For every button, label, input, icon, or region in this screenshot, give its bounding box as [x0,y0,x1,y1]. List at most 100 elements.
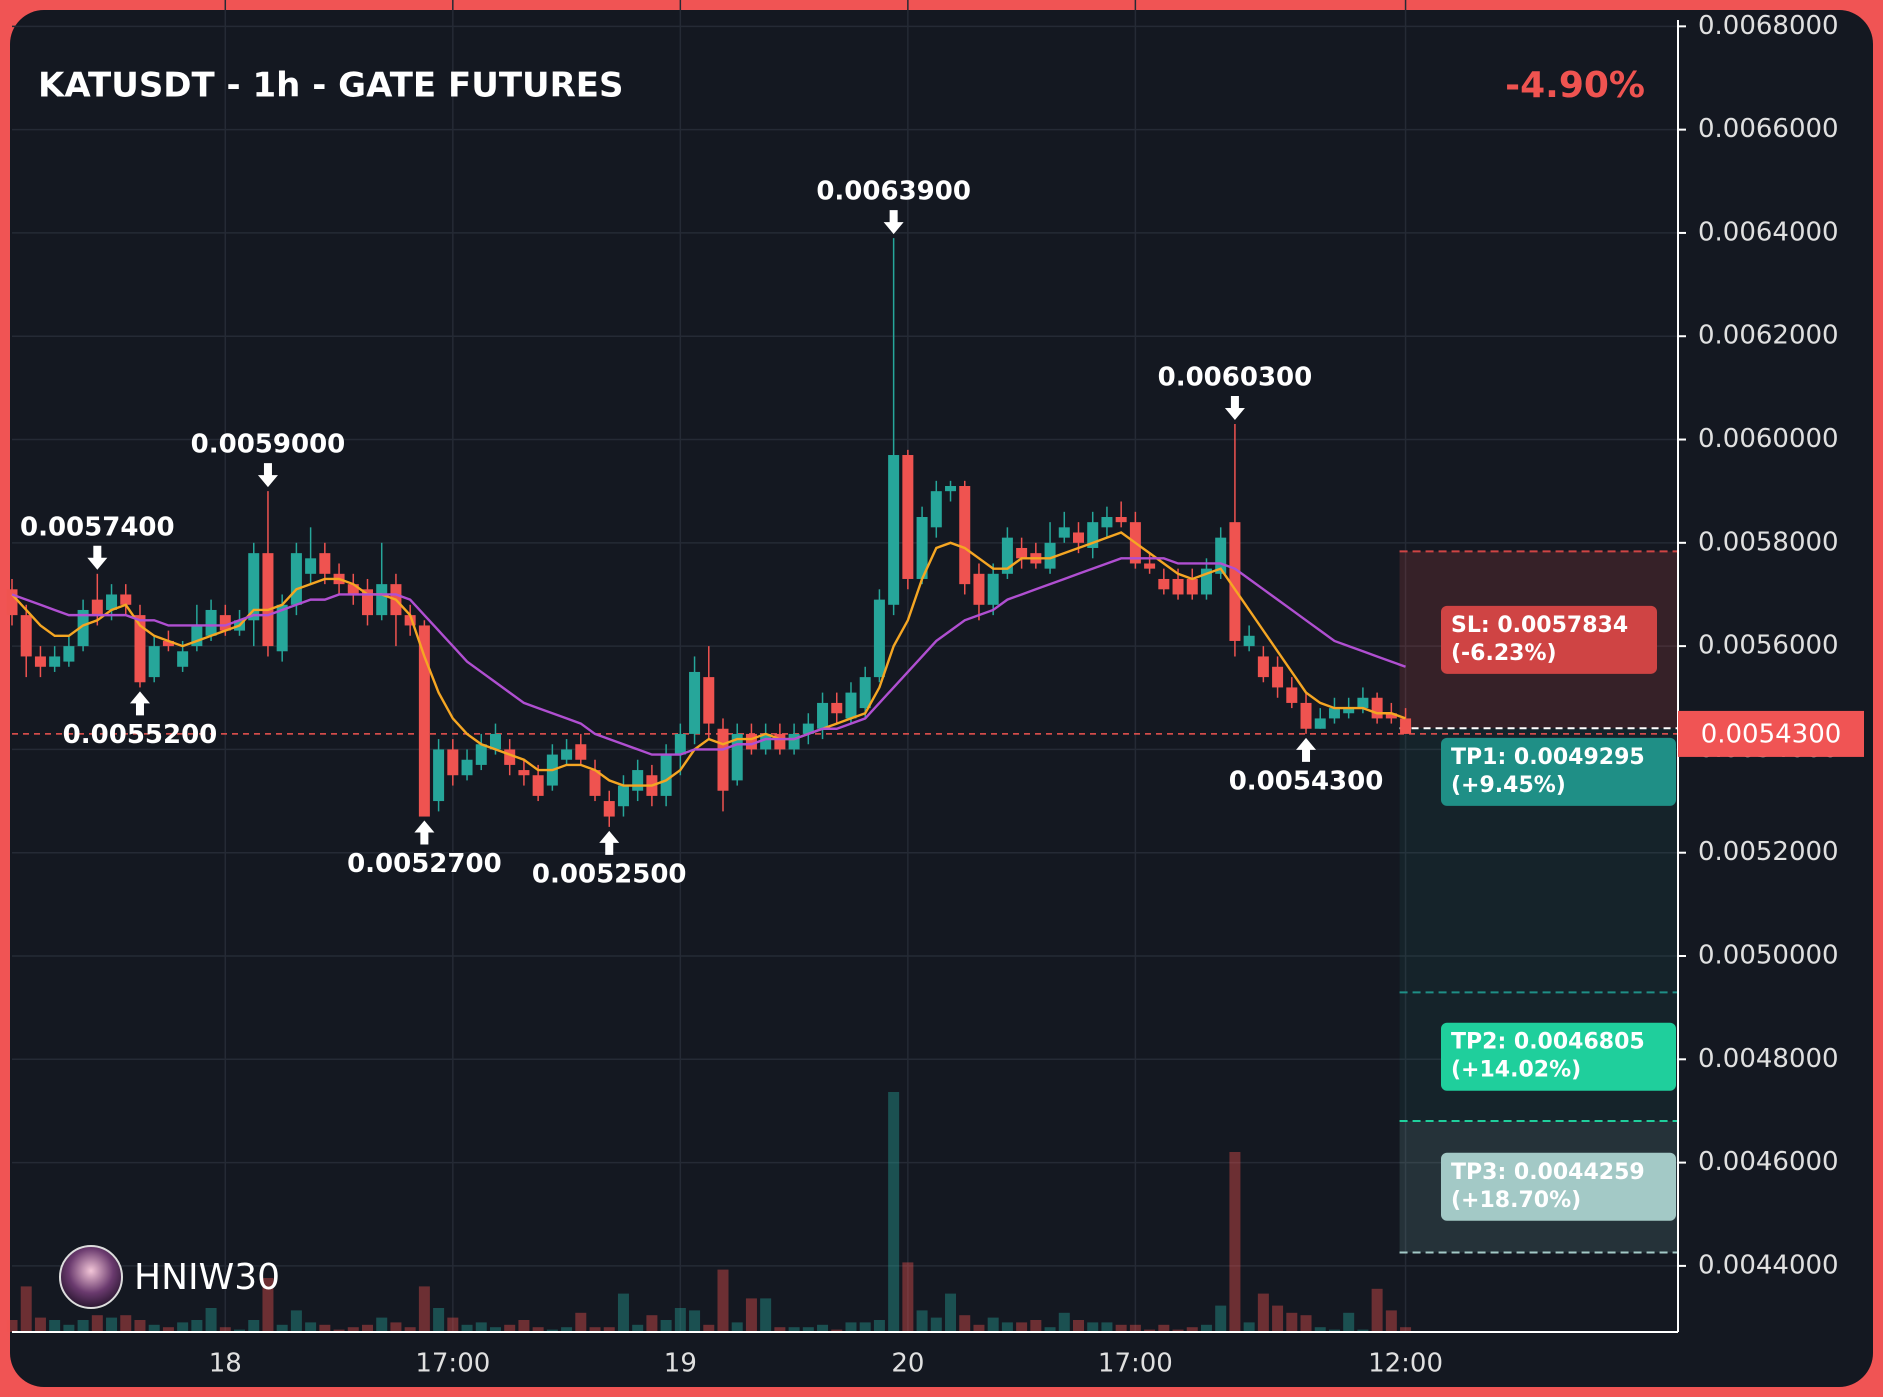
candle-body [162,640,174,647]
volume-bar [1129,1324,1141,1332]
volume-bar [1371,1288,1383,1332]
annotation-label: 0.0063900 [816,177,971,207]
candle-body [191,625,203,647]
candle-body [660,754,672,796]
level-note: (+18.70%) [1451,1188,1581,1213]
volume-bar [589,1327,601,1332]
candle-body [930,491,942,528]
candle-body [1357,697,1369,709]
volume-bar [6,1320,18,1332]
candle-body [1058,527,1070,538]
volume-bar [418,1286,430,1332]
volume-bar [475,1322,487,1332]
volume-bar [1257,1293,1269,1332]
volume-bar [987,1317,999,1332]
candle-body [1200,568,1212,595]
volume-bar [1200,1324,1212,1332]
volume-bar [390,1322,402,1332]
avatar [59,1245,123,1309]
candle-body [347,584,359,595]
volume-bar [1357,1329,1369,1332]
volume-bar [703,1324,715,1332]
candle-body [945,486,957,492]
level-note: (+9.45%) [1451,773,1566,798]
annotation-label: 0.0052500 [532,859,687,889]
candle-body [6,589,18,616]
moving-average [11,531,1406,787]
background [10,10,1873,1387]
volume-bar [1073,1320,1084,1332]
annotation-label: 0.0057400 [20,512,175,542]
level-box [1441,737,1676,806]
volume-bar [1343,1312,1355,1332]
y-tick-label: 0.0058000 [1698,527,1839,557]
volume-bar [973,1324,985,1332]
volume-bar [49,1320,61,1332]
level-label: SL: 0.0057834 [1451,613,1628,638]
level-box [1441,1152,1676,1221]
watermark: HNIW30 [134,1257,280,1298]
candle-body [461,759,473,776]
candle-body [1101,516,1113,528]
annotation-arrow [129,691,150,716]
annotation-arrow [599,830,620,855]
candle-body [959,486,971,585]
x-tick-label: 17:00 [415,1349,490,1379]
candle-body [1257,656,1269,678]
candle-body [589,770,601,796]
volume-bar [575,1312,587,1332]
candle-body [1016,547,1028,559]
candle-body [1144,563,1156,569]
candle-body [447,749,459,776]
candle-body [689,671,701,734]
annotation-arrow [1296,737,1317,762]
candle-body [404,615,416,626]
volume-bar [162,1327,174,1332]
candle-body [49,656,61,667]
volume-bar [77,1320,89,1332]
annotation-arrow [87,545,108,570]
volume-bar [376,1317,388,1332]
volume-bar [1030,1320,1042,1332]
volume-bar [248,1320,260,1332]
volume-bar [674,1308,686,1332]
candle-body [148,646,160,678]
candle-body [973,573,985,605]
volume-bar [148,1324,160,1332]
x-tick-label: 19 [664,1349,697,1379]
volume-bar [504,1324,516,1332]
candle-body [305,558,317,574]
annotation-label: 0.0059000 [191,430,346,460]
annotation-arrow [414,820,435,845]
volume-bar [660,1320,672,1332]
candle-body [1314,718,1326,729]
x-tick-label: 17:00 [1098,1349,1173,1379]
annotation-label: 0.0054300 [1229,766,1384,796]
candle-body [1229,522,1241,641]
volume-bar [902,1262,914,1332]
candle-body [1158,578,1170,590]
candle-body [319,553,331,574]
volume-bar [34,1317,46,1332]
volume-bar [617,1293,629,1332]
volume-bar [191,1320,203,1332]
volume-bar [561,1327,573,1332]
candle-body [504,749,516,765]
volume-bar [1016,1322,1028,1332]
candle-body [831,702,843,714]
volume-bar [1314,1327,1326,1332]
candle-body [1001,537,1013,574]
annotation-label: 0.0060300 [1158,363,1313,393]
candle-body [134,615,146,683]
volume-bar [1172,1329,1184,1332]
candle-body [1400,718,1412,734]
moving-average [11,557,1406,756]
volume-bar [91,1315,103,1332]
candle-body [376,584,388,616]
y-tick-label: 0.0048000 [1698,1044,1839,1074]
volume-bar [959,1315,971,1332]
volume-bar [1158,1324,1170,1332]
volume-bar [1087,1322,1099,1332]
candle-body [731,733,743,781]
candle-body [902,455,914,579]
